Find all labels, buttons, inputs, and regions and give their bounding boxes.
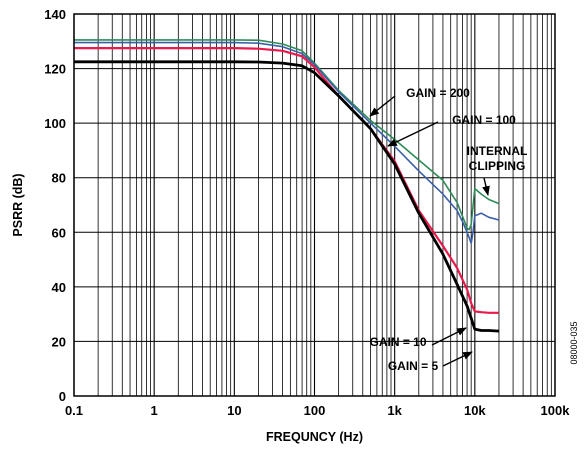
annotation-gain200: GAIN = 200: [406, 86, 470, 100]
annotation-line: INTERNAL: [467, 144, 528, 158]
plot-frame: [73, 13, 556, 397]
y-tick-label: 100: [44, 116, 66, 131]
figure-id: 08000-035: [569, 321, 579, 364]
annotation-arrow: [442, 351, 473, 367]
annotation-arrow: [431, 327, 467, 346]
series-line-gain-5: [74, 60, 500, 333]
series-lines: [74, 39, 500, 333]
x-tick-label: 100: [304, 403, 326, 418]
annotation-arrow: [482, 177, 490, 196]
y-tick-label: 140: [44, 7, 66, 22]
x-tick-label: 10: [227, 403, 241, 418]
annotation-line: GAIN = 5: [388, 359, 439, 373]
x-axis-label: FREQUNCY (Hz): [266, 430, 363, 444]
y-tick-label: 80: [52, 171, 66, 186]
grid-lines: [73, 13, 555, 397]
annotations: GAIN = 200 GAIN = 100 INTERNAL CLIPPING GAIN…: [369, 86, 527, 373]
annotation-line: GAIN = 200: [406, 86, 470, 100]
annotation-arrow: [387, 121, 439, 147]
y-tick-label: 60: [52, 225, 66, 240]
x-tick-label: 1k: [387, 403, 402, 418]
x-tick-label: 10k: [464, 403, 486, 418]
annotation-line: GAIN = 10: [369, 335, 426, 349]
annotation-line: CLIPPING: [469, 159, 526, 173]
series-line-gain-10: [74, 46, 499, 314]
tick-labels: 0.1 1 10 100 1k 10k 100k 0 20 40 60 80 100 120 140: [44, 7, 570, 418]
y-tick-label: 40: [52, 280, 66, 295]
annotation-line: GAIN = 100: [452, 113, 516, 127]
annotation-arrow: [369, 95, 396, 117]
x-tick-label: 0.1: [65, 403, 83, 418]
annotation-clip: INTERNAL CLIPPING: [467, 144, 528, 173]
series-line-gain-100: [74, 41, 500, 244]
annotation-arrows: [369, 95, 490, 367]
annotation-gain5: GAIN = 5: [388, 359, 439, 373]
annotation-gain100: GAIN = 100: [452, 113, 516, 127]
y-tick-label: 0: [59, 389, 66, 404]
y-tick-label: 20: [52, 334, 66, 349]
annotation-gain10: GAIN = 10: [369, 335, 426, 349]
y-tick-label: 120: [44, 62, 66, 77]
y-axis-label: PSRR (dB): [11, 173, 25, 236]
x-tick-label: 1: [151, 403, 158, 418]
series-line-gain-200: [74, 39, 500, 231]
x-tick-label: 100k: [541, 403, 571, 418]
